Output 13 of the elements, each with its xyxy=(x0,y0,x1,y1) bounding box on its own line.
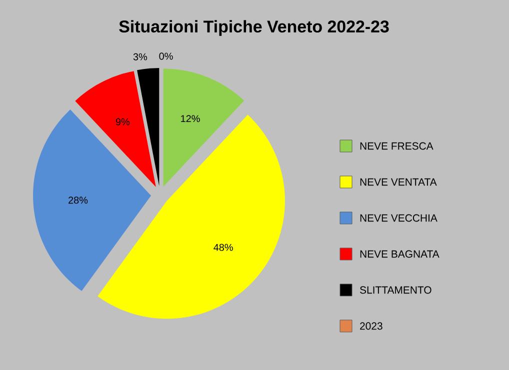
data-label: 12% xyxy=(181,115,200,122)
legend-label: NEVE VENTATA xyxy=(360,178,437,186)
chart-title: Situazioni Tipiche Veneto 2022-23 xyxy=(119,20,389,36)
text: 0% xyxy=(159,52,173,60)
legend-label: NEVE BAGNATA xyxy=(360,250,440,258)
data-label: 48% xyxy=(214,244,233,251)
legend-label: NEVE VECCHIA xyxy=(360,214,438,222)
legend-label: 2023 xyxy=(360,322,382,330)
data-label: 28% xyxy=(68,196,88,204)
legend-label: SLITTAMENTO xyxy=(360,286,432,294)
legend-label: NEVE FRESCA xyxy=(360,142,434,150)
data-label: 9% xyxy=(116,118,130,126)
data-label: 3% xyxy=(133,53,148,60)
